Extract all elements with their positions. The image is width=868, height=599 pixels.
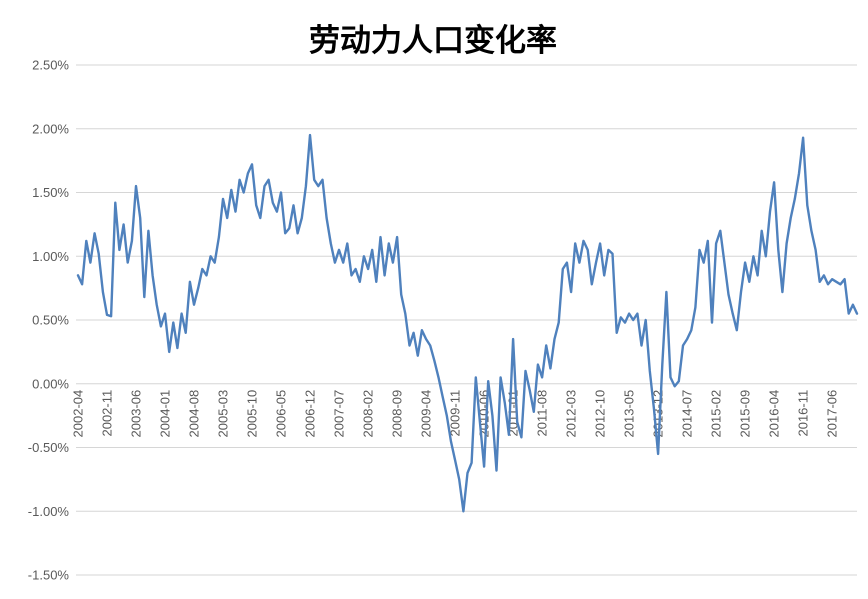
gridlines	[76, 64, 857, 576]
y-tick-label: 2.50%	[32, 58, 69, 73]
x-tick-label: 2009-04	[419, 390, 434, 438]
x-tick-label: 2012-10	[593, 390, 608, 438]
x-tick-label: 2004-01	[158, 390, 173, 438]
x-tick-label: 2004-08	[187, 390, 202, 438]
x-tick-label: 2012-03	[564, 390, 579, 438]
x-tick-label: 2008-09	[390, 390, 405, 438]
x-tick-label: 2011-08	[535, 390, 550, 437]
y-tick-label: 1.50%	[32, 185, 69, 200]
x-tick-label: 2005-10	[245, 390, 260, 438]
x-tick-label: 2003-06	[129, 390, 144, 438]
x-tick-label: 2017-06	[825, 390, 840, 438]
x-tick-label: 2016-04	[767, 390, 782, 438]
y-tick-label: -1.00%	[28, 504, 70, 519]
x-tick-label: 2005-03	[216, 390, 231, 438]
y-tick-label: -0.50%	[28, 440, 70, 455]
chart-title: 劳动力人口变化率	[309, 23, 557, 59]
y-tick-label: 0.50%	[32, 313, 69, 328]
x-tick-label: 2006-12	[303, 390, 318, 438]
y-tick-label: 0.00%	[32, 376, 69, 391]
x-tick-label: 2002-04	[71, 390, 86, 438]
y-axis-tick-labels: 2.50% 2.00% 1.50% 1.00% 0.50% 0.00% -0.50% -1.0…	[28, 58, 70, 583]
x-tick-label: 2007-07	[332, 390, 347, 438]
y-tick-label: 1.00%	[32, 249, 69, 264]
x-tick-label: 2015-02	[709, 390, 724, 438]
x-tick-label: 2013-05	[622, 390, 637, 438]
x-tick-label: 2015-09	[738, 390, 753, 438]
x-tick-label: 2009-11	[448, 390, 463, 437]
x-tick-label: 2008-02	[361, 390, 376, 438]
series-line	[76, 133, 859, 513]
x-axis-tick-labels: 2002-04 2002-11 2003-06 2004-01 2004-08 2005-…	[71, 390, 840, 438]
x-tick-label: 2002-11	[100, 390, 115, 437]
x-tick-label: 2014-07	[680, 390, 695, 438]
x-tick-label: 2016-11	[796, 390, 811, 437]
y-tick-label: -1.50%	[28, 568, 70, 583]
x-tick-label: 2006-05	[274, 390, 289, 438]
y-tick-label: 2.00%	[32, 121, 69, 136]
